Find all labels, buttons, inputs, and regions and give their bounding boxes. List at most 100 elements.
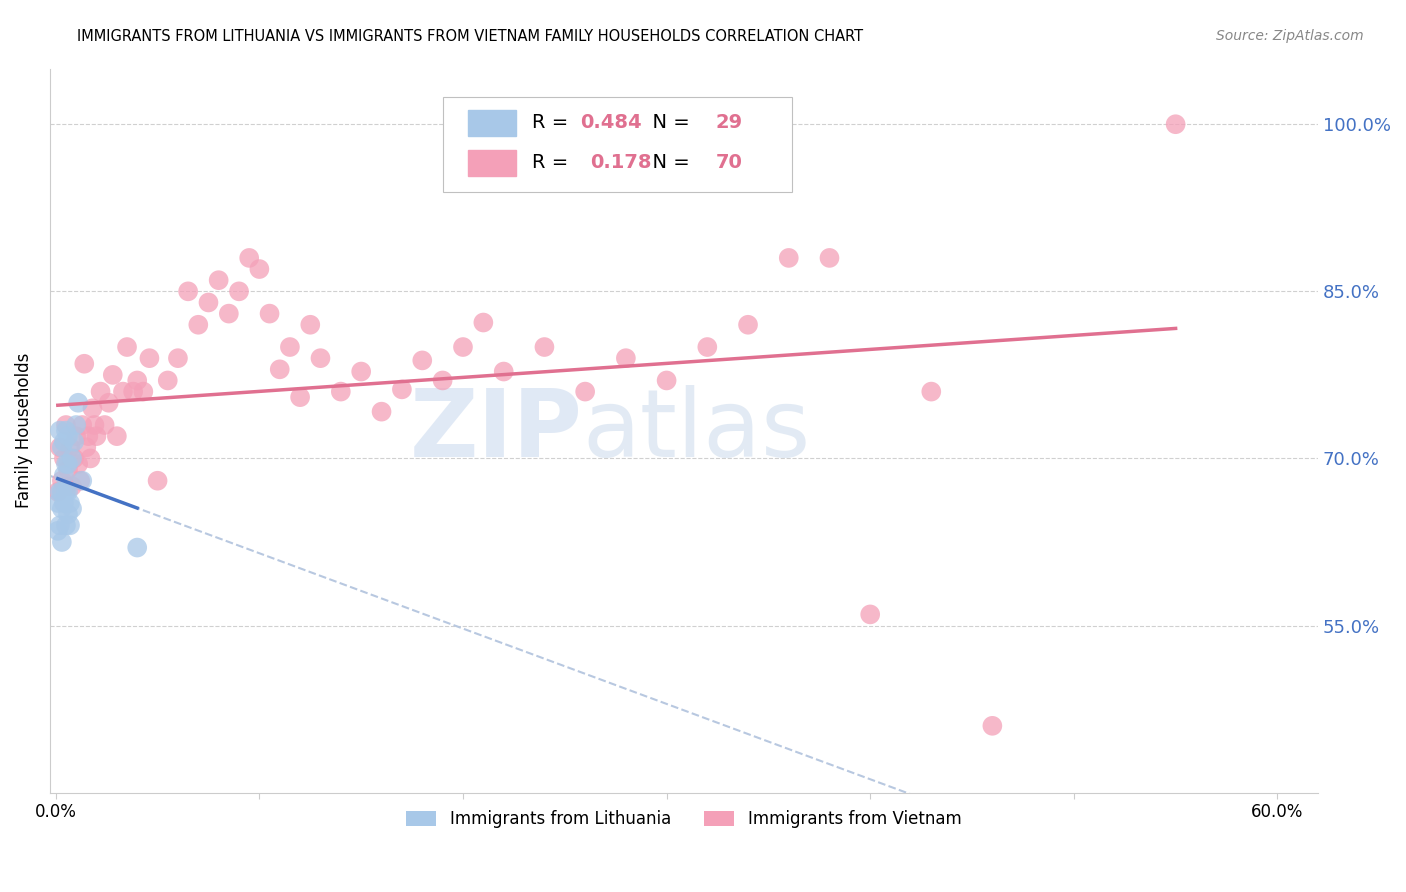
Point xyxy=(59,518,82,533)
Point xyxy=(187,318,209,332)
Point xyxy=(97,395,120,409)
Point xyxy=(49,424,72,438)
Point xyxy=(51,474,73,488)
Point xyxy=(122,384,145,399)
Text: N =: N = xyxy=(640,153,696,172)
Text: R =: R = xyxy=(531,113,574,132)
Point xyxy=(56,429,79,443)
Point xyxy=(56,462,79,476)
Point xyxy=(132,384,155,399)
Point xyxy=(93,417,115,432)
Point xyxy=(238,251,260,265)
Point xyxy=(127,541,149,555)
Point xyxy=(981,719,1004,733)
FancyBboxPatch shape xyxy=(443,97,792,192)
Text: 0.178: 0.178 xyxy=(591,153,651,172)
Point xyxy=(138,351,160,366)
Point xyxy=(60,501,83,516)
Point xyxy=(391,383,413,397)
Y-axis label: Family Households: Family Households xyxy=(15,353,32,508)
Point xyxy=(46,484,69,499)
Point xyxy=(370,404,392,418)
Point xyxy=(59,440,82,454)
Point xyxy=(55,484,77,499)
Legend: Immigrants from Lithuania, Immigrants from Vietnam: Immigrants from Lithuania, Immigrants fr… xyxy=(399,804,969,835)
Point xyxy=(56,484,79,499)
Point xyxy=(75,440,97,454)
Point xyxy=(288,390,311,404)
Point xyxy=(55,457,77,471)
Point xyxy=(167,351,190,366)
Bar xyxy=(468,150,516,176)
Point xyxy=(73,357,96,371)
Point xyxy=(52,451,75,466)
Point xyxy=(228,285,250,299)
Point xyxy=(52,468,75,483)
Point xyxy=(197,295,219,310)
Text: ZIP: ZIP xyxy=(409,384,582,476)
Point xyxy=(533,340,555,354)
Point xyxy=(90,384,112,399)
Point xyxy=(309,351,332,366)
Point xyxy=(177,285,200,299)
Text: 0.484: 0.484 xyxy=(579,113,641,132)
Point xyxy=(105,429,128,443)
Point xyxy=(55,417,77,432)
Point xyxy=(59,496,82,510)
Point xyxy=(49,484,72,499)
Point xyxy=(51,484,73,499)
Point xyxy=(56,457,79,471)
Point xyxy=(247,262,270,277)
Point xyxy=(696,340,718,354)
Point xyxy=(737,318,759,332)
Point xyxy=(859,607,882,622)
Point xyxy=(329,384,352,399)
Point xyxy=(60,451,83,466)
Point xyxy=(218,307,240,321)
Point xyxy=(432,374,454,388)
Text: 29: 29 xyxy=(716,113,742,132)
Point xyxy=(65,417,87,432)
Point xyxy=(70,417,93,432)
Point xyxy=(778,251,800,265)
Point xyxy=(49,440,72,454)
Point xyxy=(52,496,75,510)
Point xyxy=(51,501,73,516)
Point xyxy=(55,518,77,533)
Point xyxy=(67,457,90,471)
Point xyxy=(86,429,108,443)
Point xyxy=(818,251,841,265)
Point xyxy=(920,384,942,399)
Point xyxy=(49,518,72,533)
Point xyxy=(70,474,93,488)
Point xyxy=(79,451,101,466)
Point xyxy=(299,318,322,332)
Point xyxy=(411,353,433,368)
Point xyxy=(614,351,637,366)
Point xyxy=(472,316,495,330)
Point xyxy=(51,535,73,549)
Point xyxy=(69,474,91,488)
Point xyxy=(111,384,134,399)
Point xyxy=(63,434,86,449)
Text: atlas: atlas xyxy=(582,384,811,476)
Point xyxy=(60,479,83,493)
Point xyxy=(65,429,87,443)
Point xyxy=(278,340,301,354)
Text: IMMIGRANTS FROM LITHUANIA VS IMMIGRANTS FROM VIETNAM FAMILY HOUSEHOLDS CORRELATI: IMMIGRANTS FROM LITHUANIA VS IMMIGRANTS … xyxy=(77,29,863,44)
Point xyxy=(115,340,138,354)
Point xyxy=(146,474,169,488)
Text: N =: N = xyxy=(640,113,696,132)
Point xyxy=(46,524,69,538)
Point xyxy=(55,424,77,438)
Point xyxy=(56,507,79,521)
Point xyxy=(55,479,77,493)
Point xyxy=(259,307,281,321)
Point xyxy=(46,496,69,510)
Point xyxy=(127,374,149,388)
Point xyxy=(156,374,179,388)
Point xyxy=(83,417,105,432)
Point xyxy=(492,365,515,379)
Text: R =: R = xyxy=(531,153,581,172)
Point xyxy=(52,434,75,449)
